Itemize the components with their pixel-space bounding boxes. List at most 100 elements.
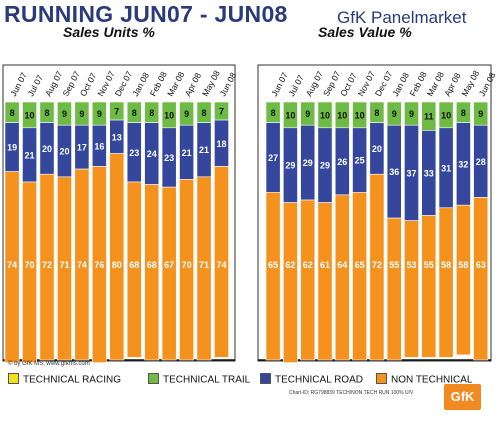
data-label: 65	[268, 260, 278, 270]
bar-non-technical	[39, 173, 55, 361]
data-label: 63	[476, 260, 486, 270]
data-label: 10	[285, 110, 295, 120]
legend-label: TECHNICAL TRAIL	[163, 374, 251, 386]
bar-non-technical	[334, 194, 350, 361]
data-label: 55	[389, 260, 399, 270]
units-chart-subtitle: Sales Units %	[63, 24, 155, 40]
bar-non-technical	[282, 202, 298, 363]
legend-swatch-non-technical	[376, 373, 387, 385]
brand-label: GfK Panelmarket	[337, 8, 467, 27]
legend-item-technical-racing: TECHNICAL RACING	[8, 371, 121, 385]
data-label: 33	[424, 168, 434, 178]
data-label: 58	[441, 260, 451, 270]
bar-non-technical	[179, 179, 194, 361]
data-label: 74	[216, 260, 226, 270]
bar-non-technical	[161, 186, 177, 361]
data-label: 7	[219, 107, 224, 117]
data-label: 8	[202, 108, 207, 118]
data-label: 17	[77, 143, 87, 153]
bar-non-technical	[91, 166, 107, 363]
data-label: 72	[42, 260, 52, 270]
data-label: 29	[285, 161, 295, 171]
bar-non-technical	[317, 202, 333, 361]
bar-non-technical	[109, 153, 125, 361]
data-label: 8	[271, 108, 276, 118]
data-label: 76	[94, 260, 104, 270]
data-label: 71	[199, 260, 209, 270]
data-label: 8	[44, 108, 49, 118]
data-label: 62	[285, 260, 295, 270]
data-label: 32	[458, 159, 468, 169]
data-label: 8	[149, 108, 154, 118]
legend-swatch-technical-racing	[8, 373, 19, 385]
bar-non-technical	[438, 207, 454, 358]
data-label: 55	[424, 260, 434, 270]
bar-non-technical	[74, 168, 90, 361]
data-label: 13	[112, 132, 122, 142]
legend-label: TECHNICAL ROAD	[275, 374, 363, 386]
data-label: 9	[305, 109, 310, 119]
data-label: 31	[441, 163, 451, 173]
legend-label: TECHNICAL RACING	[23, 374, 121, 386]
legend-label: NON TECHNICAL	[391, 374, 473, 386]
data-label: 8	[461, 108, 466, 118]
data-label: 20	[42, 144, 52, 154]
data-label: 37	[406, 168, 416, 178]
data-label: 27	[268, 153, 278, 163]
data-label: 10	[25, 110, 35, 120]
legend-item-technical-trail: TECHNICAL TRAIL	[148, 371, 250, 385]
data-label: 74	[77, 260, 87, 270]
data-label: 62	[303, 260, 313, 270]
data-label: 23	[164, 153, 174, 163]
bar-non-technical	[57, 176, 72, 361]
data-label: 61	[320, 260, 330, 270]
data-label: 67	[164, 260, 174, 270]
data-label: 36	[389, 167, 399, 177]
data-label: 53	[406, 260, 416, 270]
data-label: 24	[147, 149, 157, 159]
legend: TECHNICAL RACING TECHNICAL TRAIL TECHNIC…	[8, 371, 478, 385]
data-label: 29	[303, 158, 313, 168]
data-label: 26	[337, 157, 347, 167]
bar-non-technical	[473, 197, 489, 361]
legend-item-non-technical: NON TECHNICAL	[376, 371, 473, 385]
data-label: 10	[337, 110, 347, 120]
data-label: 28	[476, 157, 486, 167]
chart-title: RUNNING JUN07 - JUN08	[4, 1, 288, 27]
data-label: 58	[458, 260, 468, 270]
data-label: 70	[25, 260, 35, 270]
bar-non-technical	[404, 220, 419, 358]
data-label: 10	[320, 110, 330, 120]
data-label: 64	[337, 260, 347, 270]
data-label: 9	[478, 109, 483, 119]
legend-swatch-technical-road	[260, 373, 271, 385]
data-label: 8	[132, 108, 137, 118]
data-label: 9	[392, 109, 397, 119]
bar-non-technical	[352, 192, 367, 361]
data-label: 21	[199, 145, 209, 155]
data-label: 71	[59, 260, 69, 270]
bar-non-technical	[214, 166, 229, 358]
data-label: 74	[7, 260, 17, 270]
data-label: 10	[355, 110, 365, 120]
bar-non-technical	[300, 199, 316, 361]
bar-non-technical	[421, 215, 437, 358]
data-label: 10	[164, 110, 174, 120]
bar-non-technical	[386, 217, 402, 361]
copyright-note: © by GfK MS, www.gfkms.com	[8, 361, 90, 367]
data-label: 9	[409, 109, 414, 119]
legend-swatch-technical-trail	[148, 373, 159, 385]
data-label: 25	[355, 156, 365, 166]
data-label: 68	[129, 260, 139, 270]
bar-non-technical	[196, 176, 212, 361]
bar-non-technical	[144, 184, 160, 361]
chart-id-note: Chart-ID: RG798839 TECH/NON TECH RUN 100…	[289, 390, 414, 396]
data-label: 29	[320, 161, 330, 171]
data-label: 68	[147, 260, 157, 270]
gfk-logo: GfK	[444, 384, 481, 410]
value-chart-subtitle: Sales Value %	[318, 24, 412, 40]
data-label: 65	[355, 260, 365, 270]
data-label: 8	[10, 108, 15, 118]
